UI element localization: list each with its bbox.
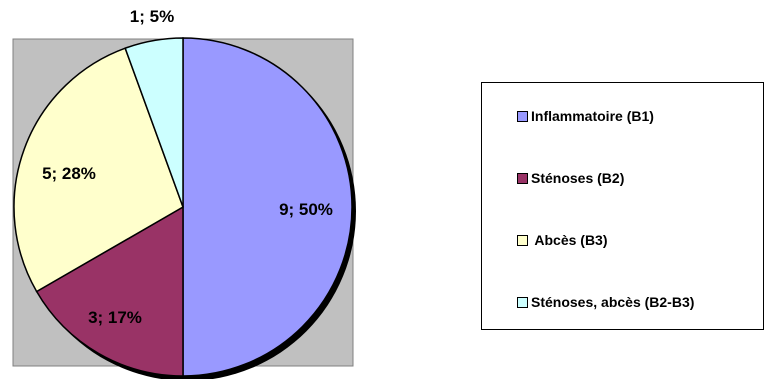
pie-slice-0	[182, 37, 353, 377]
legend-item-inflammatoire: Inflammatoire (B1)	[517, 108, 654, 124]
legend-swatch-abces	[517, 234, 528, 246]
legend: Inflammatoire (B1) Sténoses (B2) Abcès (…	[481, 82, 764, 330]
legend-label-stenoses: Sténoses (B2)	[531, 170, 625, 186]
legend-swatch-stenoses-abces	[517, 296, 528, 308]
legend-swatch-stenoses	[517, 172, 528, 184]
slice-label-1: 3; 17%	[88, 308, 142, 327]
legend-label-abces: Abcès (B3)	[531, 232, 608, 248]
legend-item-abces: Abcès (B3)	[517, 232, 608, 248]
slice-labels: 9; 50% 3; 17% 5; 28% 1; 5%	[42, 7, 333, 327]
legend-item-stenoses-abces: Sténoses, abcès (B2-B3)	[517, 294, 694, 310]
legend-swatch-inflammatoire	[517, 110, 528, 122]
legend-label-stenoses-abces: Sténoses, abcès (B2-B3)	[531, 294, 695, 310]
pie-slices	[13, 37, 353, 377]
slice-label-2: 5; 28%	[42, 164, 96, 183]
pie-slice-3	[124, 37, 184, 208]
legend-item-stenoses: Sténoses (B2)	[517, 170, 624, 186]
slice-label-0: 9; 50%	[279, 200, 333, 219]
slice-label-3: 1; 5%	[130, 7, 174, 26]
pie-slice-2	[13, 47, 184, 293]
pie-slice-1	[35, 205, 184, 377]
legend-label-inflammatoire: Inflammatoire (B1)	[531, 108, 654, 124]
